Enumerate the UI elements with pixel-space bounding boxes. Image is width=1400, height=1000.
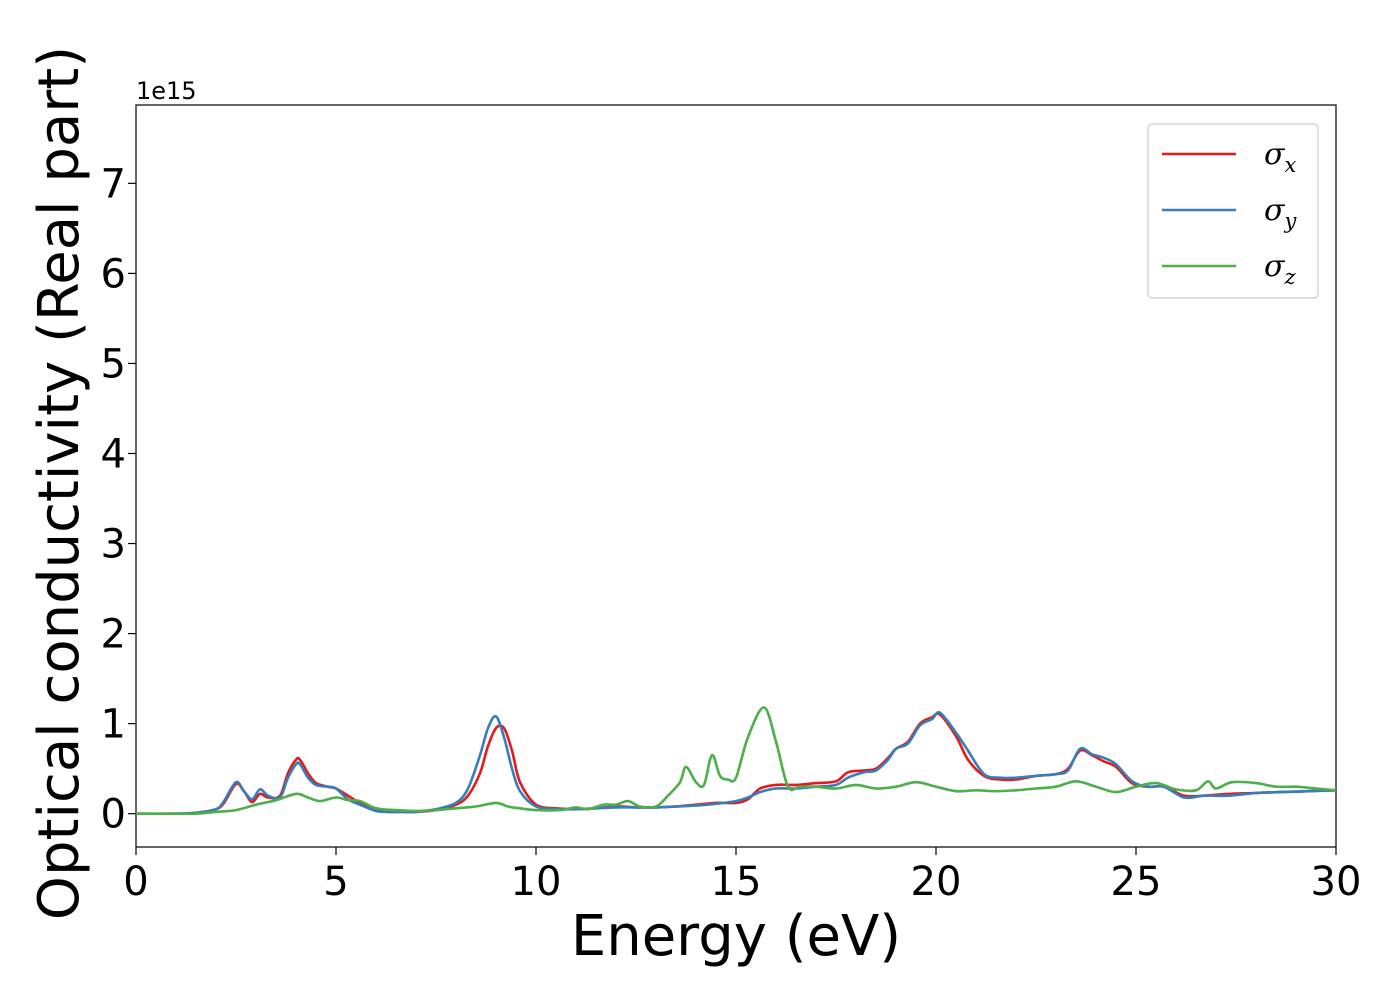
- y-tick-label: 3: [101, 522, 126, 568]
- y-tick-label: 5: [101, 341, 126, 387]
- x-axis-title: Energy (eV): [571, 904, 901, 969]
- x-tick-label: 5: [323, 859, 348, 905]
- legend-label-sigma-x: σx: [1264, 137, 1296, 177]
- y-tick-label: 4: [101, 431, 126, 477]
- legend-label-sigma-z: σz: [1264, 249, 1296, 289]
- x-tick-label: 25: [1111, 859, 1162, 905]
- x-tick-label: 0: [123, 859, 148, 905]
- legend-label-sigma-y: σy: [1264, 193, 1297, 233]
- series-line-sigma-y: [136, 711, 1336, 816]
- legend: σx σy σz: [1147, 123, 1319, 299]
- y-tick-label: 2: [101, 612, 126, 658]
- y-tick-label: 0: [101, 792, 126, 838]
- x-tick-label: 15: [711, 859, 762, 905]
- y-tick-label: 6: [101, 251, 126, 297]
- x-tick-label: 20: [911, 859, 962, 905]
- x-axis-ticks: 0 5 10 15 20 25 30: [123, 847, 1361, 905]
- y-axis-ticks: 0 1 2 3 4 5 6 7: [101, 161, 136, 838]
- series-lines: [136, 706, 1336, 816]
- y-axis-title: Optical conductivity (Real part): [27, 46, 92, 920]
- y-tick-label: 7: [101, 161, 126, 207]
- y-tick-label: 1: [101, 702, 126, 748]
- x-tick-label: 10: [511, 859, 562, 905]
- x-tick-label: 30: [1311, 859, 1362, 905]
- y-axis-offset-text: 1e15: [136, 77, 197, 105]
- series-line-sigma-z: [136, 706, 1336, 816]
